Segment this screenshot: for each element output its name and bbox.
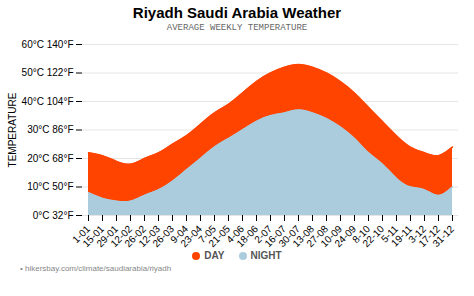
html-text:• hikersbay.com/climate/saudia: • hikersbay.com/climate/saudiarabia/riya… [20, 264, 172, 273]
svg-text:2-07: 2-07 [252, 223, 275, 246]
svg-text:8-10: 8-10 [350, 223, 373, 246]
html-text:DAY: DAY [204, 250, 225, 261]
svg-text:0°C 32°F: 0°C 32°F [33, 210, 74, 221]
svg-text:10°C 50°F: 10°C 50°F [27, 181, 73, 192]
svg-text:4-06: 4-06 [224, 223, 247, 246]
svg-text:30°C 86°F: 30°C 86°F [27, 124, 73, 135]
svg-text:3-12: 3-12 [406, 223, 429, 246]
svg-text:1-01: 1-01 [70, 223, 93, 246]
svg-text:TEMPERATURE: TEMPERATURE [7, 92, 18, 167]
html-text:AVERAGE WEEKLY TEMPERATURE: AVERAGE WEEKLY TEMPERATURE [166, 23, 308, 33]
svg-text:60°C 140°F: 60°C 140°F [22, 39, 74, 50]
svg-text:50°C 122°F: 50°C 122°F [22, 67, 74, 78]
svg-text:20°C 68°F: 20°C 68°F [27, 153, 73, 164]
svg-text:7-05: 7-05 [196, 223, 219, 246]
html-text:NIGHT: NIGHT [250, 250, 282, 261]
svg-text:40°C 104°F: 40°C 104°F [22, 96, 74, 107]
html-text:Riyadh Saudi Arabia Weather: Riyadh Saudi Arabia Weather [132, 4, 342, 21]
svg-text:31-12: 31-12 [430, 223, 456, 249]
svg-text:5-11: 5-11 [378, 223, 401, 245]
svg-text:9-04: 9-04 [168, 223, 191, 246]
svg-text:19-11: 19-11 [388, 223, 415, 249]
